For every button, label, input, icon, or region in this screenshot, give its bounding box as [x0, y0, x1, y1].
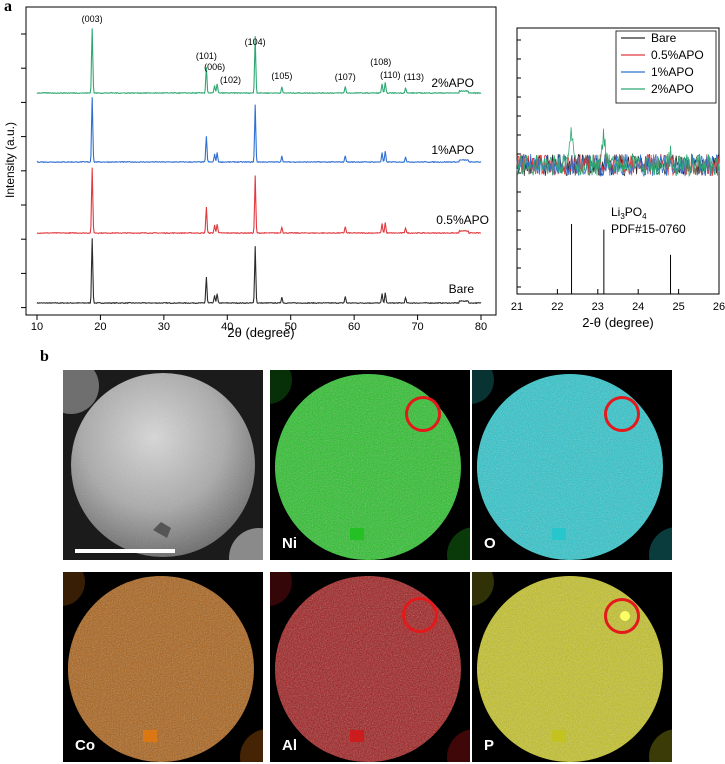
zoom-legend: Bare 0.5%APO 1%APO 2%APO — [615, 30, 717, 104]
main-x-tick-label: 40 — [221, 321, 233, 333]
panel-b-letter: b — [40, 348, 49, 365]
main-x-axis-label: 2θ (degree) — [227, 325, 294, 340]
peak-label: (102) — [220, 75, 241, 85]
element-label: P — [484, 737, 495, 754]
xrd-series-2apo — [36, 28, 482, 95]
element-label: O — [484, 535, 496, 552]
zoom-x-tick-label: 23 — [592, 301, 604, 313]
legend-box — [615, 30, 717, 104]
main-x-tick-label: 20 — [94, 321, 106, 333]
peak-label: (113) — [404, 72, 424, 82]
legend-entry: 0.5%APO — [651, 48, 704, 62]
zoom-x-tick-label: 25 — [672, 301, 684, 313]
zoom-x-tick-label: 26 — [713, 301, 725, 313]
sem-image — [63, 370, 263, 560]
peak-label: (105) — [271, 71, 292, 81]
highlight-circle — [402, 597, 438, 633]
peak-label: (108) — [370, 57, 391, 67]
main-plot-frame — [25, 6, 497, 316]
peak-label: (003) — [82, 14, 103, 24]
xrd-series-bare — [36, 238, 482, 305]
main-x-tick-label: 50 — [285, 321, 297, 333]
main-y-axis-label: Intensity (a.u.) — [3, 122, 17, 198]
element-label: Ni — [282, 535, 297, 552]
legend-entry: 1%APO — [651, 65, 694, 79]
ni-map: Ni — [270, 370, 470, 560]
peak-label: (107) — [335, 72, 356, 82]
zoom-x-tick-label: 22 — [551, 301, 563, 313]
al-map: Al — [270, 572, 470, 762]
scale-bar — [75, 549, 175, 553]
o-map: O — [472, 370, 672, 560]
element-label: Co — [75, 737, 95, 754]
zoom-x-tick-label: 21 — [511, 301, 523, 313]
zoom-series-2apo — [516, 127, 720, 177]
curve-label: 2%APO — [431, 76, 474, 90]
reference-phase-label: Li3PO4 — [611, 205, 647, 221]
zoom-x-axis-label: 2-θ (degree) — [582, 315, 654, 330]
zoom-x-tick-label: 24 — [632, 301, 644, 313]
element-label: Al — [282, 737, 297, 754]
p-map: P — [472, 572, 672, 762]
main-x-tick-label: 60 — [348, 321, 360, 333]
xrd-zoom-chart: 21 22 23 24 25 26 Bare 0.5%APO 1%APO 2%APO Li3PO… — [511, 27, 725, 330]
legend-entry: 2%APO — [651, 82, 694, 96]
main-x-tick-label: 10 — [31, 321, 43, 333]
main-x-tick-label: 30 — [158, 321, 170, 333]
peak-label: (101) — [196, 51, 217, 61]
legend-entry: Bare — [651, 31, 677, 45]
highlight-circle — [405, 396, 441, 432]
reference-card-label: PDF#15-0760 — [611, 222, 686, 236]
panel-a-letter: a — [4, 0, 12, 15]
highlight-circle — [604, 598, 640, 634]
xrd-main-chart: 10 20 30 40 50 60 70 80 (003) (101)(006) (102) (10… — [3, 6, 497, 340]
co-map: Co — [63, 572, 263, 762]
xrd-series-1apo — [36, 97, 482, 164]
main-x-tick-label: 80 — [475, 321, 487, 333]
main-x-tick-label: 70 — [411, 321, 423, 333]
xrd-series-05apo — [36, 167, 482, 235]
curve-label: 0.5%APO — [436, 213, 489, 227]
curve-label: 1%APO — [431, 143, 474, 157]
peak-label: (104) — [245, 37, 266, 47]
peak-label: (110) — [380, 70, 400, 80]
highlight-circle — [604, 396, 640, 432]
peak-label: (006) — [204, 62, 225, 72]
curve-label: Bare — [449, 282, 475, 296]
